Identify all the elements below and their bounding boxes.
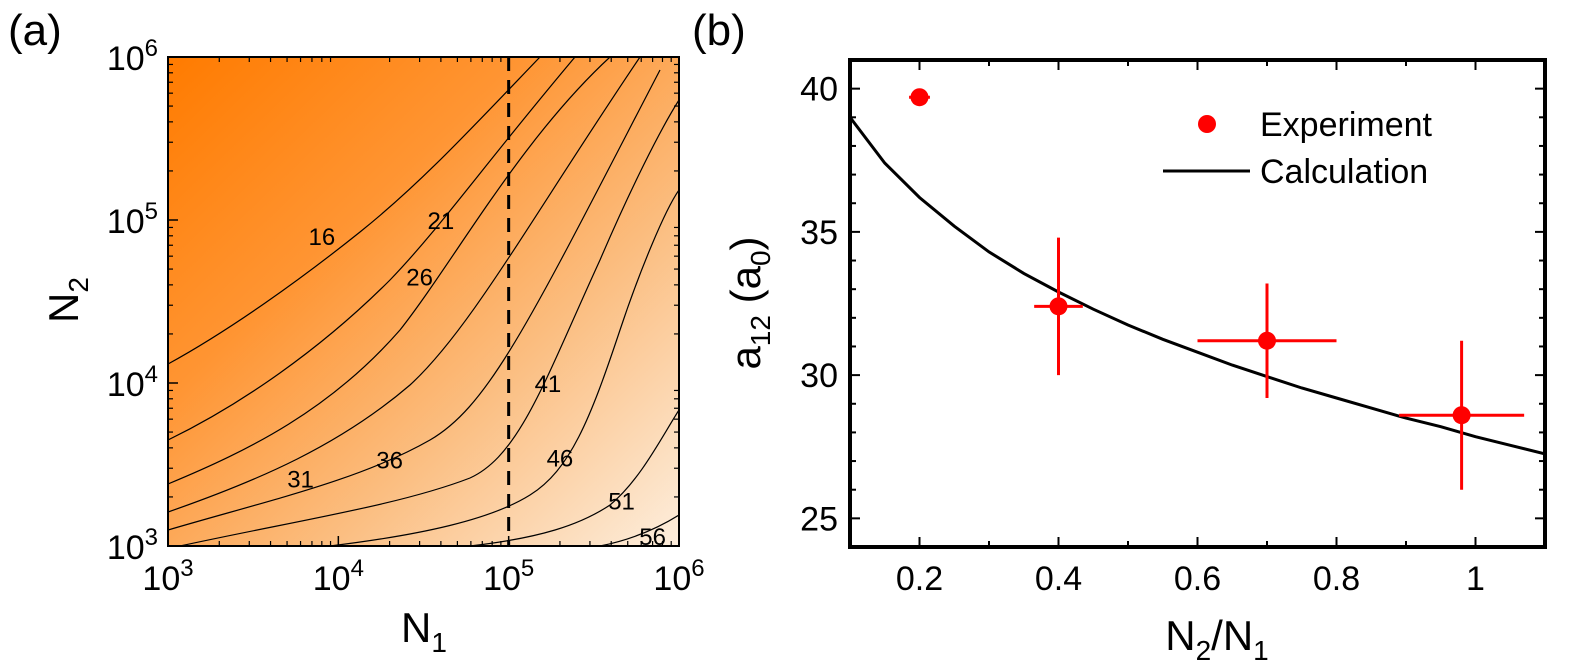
contour-label: 16 <box>308 224 335 251</box>
experiment-series <box>909 88 1525 490</box>
y-tick-label: 103 <box>107 524 158 567</box>
experiment-marker <box>1452 406 1471 425</box>
contour-label: 51 <box>608 489 635 516</box>
contour-36 <box>168 69 661 531</box>
panel-a-label: (a) <box>8 6 62 55</box>
x-tick-label: 106 <box>653 555 704 598</box>
x-tick-label: 103 <box>142 555 193 598</box>
contour-label: 21 <box>428 208 455 235</box>
y-axis-label-b: a12 (a0) <box>722 236 776 369</box>
plot-frame-a <box>167 56 680 547</box>
experiment-marker <box>910 88 929 107</box>
y-tick-label: 105 <box>107 198 158 241</box>
y-tick-label: 104 <box>107 361 158 404</box>
x-tick-label: 105 <box>483 555 534 598</box>
contour-16 <box>168 57 541 365</box>
ticks-b <box>849 60 1546 547</box>
y-tick-labels-b: 25 30 35 40 <box>800 71 838 539</box>
x-axis-label-a: N1 <box>401 604 447 658</box>
contour-41 <box>179 99 679 546</box>
contour-51 <box>469 409 679 546</box>
y-tick-label: 35 <box>800 214 838 252</box>
x-tick-label: 104 <box>313 555 364 598</box>
contour-label: 46 <box>547 445 574 472</box>
contour-label: 41 <box>535 371 562 398</box>
contour-31 <box>168 57 641 513</box>
contour-56 <box>599 514 679 546</box>
contour-label: 36 <box>376 447 403 474</box>
x-tick-label: 0.8 <box>1313 560 1360 598</box>
contour-21 <box>168 57 576 441</box>
x-tick-label: 1 <box>1466 560 1485 598</box>
y-tick-label: 30 <box>800 357 838 395</box>
contour-26 <box>168 57 611 485</box>
y-tick-label: 106 <box>107 35 158 78</box>
experiment-point <box>1399 340 1525 490</box>
x-tick-label: 0.6 <box>1174 560 1221 598</box>
x-axis-label-b: N2/N1 <box>1165 612 1269 664</box>
calculation-series <box>850 116 1545 456</box>
experiment-marker <box>1258 331 1276 350</box>
ticks-a <box>167 56 680 547</box>
experiment-marker <box>1049 297 1068 316</box>
contour-lines <box>168 57 679 546</box>
plot-frame-b <box>848 58 1547 549</box>
experiment-point <box>1034 237 1083 376</box>
legend-calculation-label: Calculation <box>1260 153 1428 191</box>
panel-b: (b) 0.2 0.4 0.6 0.8 1 25 30 35 40 N2/N1 a12 (a0… <box>692 6 1547 664</box>
x-tick-label: 0.4 <box>1035 560 1082 598</box>
legend-experiment-marker <box>1198 115 1216 133</box>
y-tick-label: 25 <box>800 500 838 538</box>
contour-label: 56 <box>639 524 666 551</box>
experiment-point <box>909 88 930 107</box>
y-axis-label-a: N2 <box>40 277 94 323</box>
panel-b-label: (b) <box>692 6 746 55</box>
x-tick-label: 0.2 <box>896 560 943 598</box>
calculation-line <box>850 116 1545 456</box>
legend-experiment-label: Experiment <box>1260 106 1433 144</box>
x-tick-labels-b: 0.2 0.4 0.6 0.8 1 <box>896 560 1485 598</box>
y-tick-labels-a: 103 104 105 106 <box>107 35 158 567</box>
legend: Experiment Calculation <box>1163 106 1433 191</box>
contour-label: 26 <box>406 265 433 292</box>
contour-label: 31 <box>287 466 314 493</box>
y-tick-label: 40 <box>800 71 838 109</box>
contour-46 <box>329 189 679 546</box>
experiment-point <box>1197 283 1337 399</box>
heatmap-area <box>168 57 679 546</box>
x-tick-labels-a: 103 104 105 106 <box>142 555 704 598</box>
